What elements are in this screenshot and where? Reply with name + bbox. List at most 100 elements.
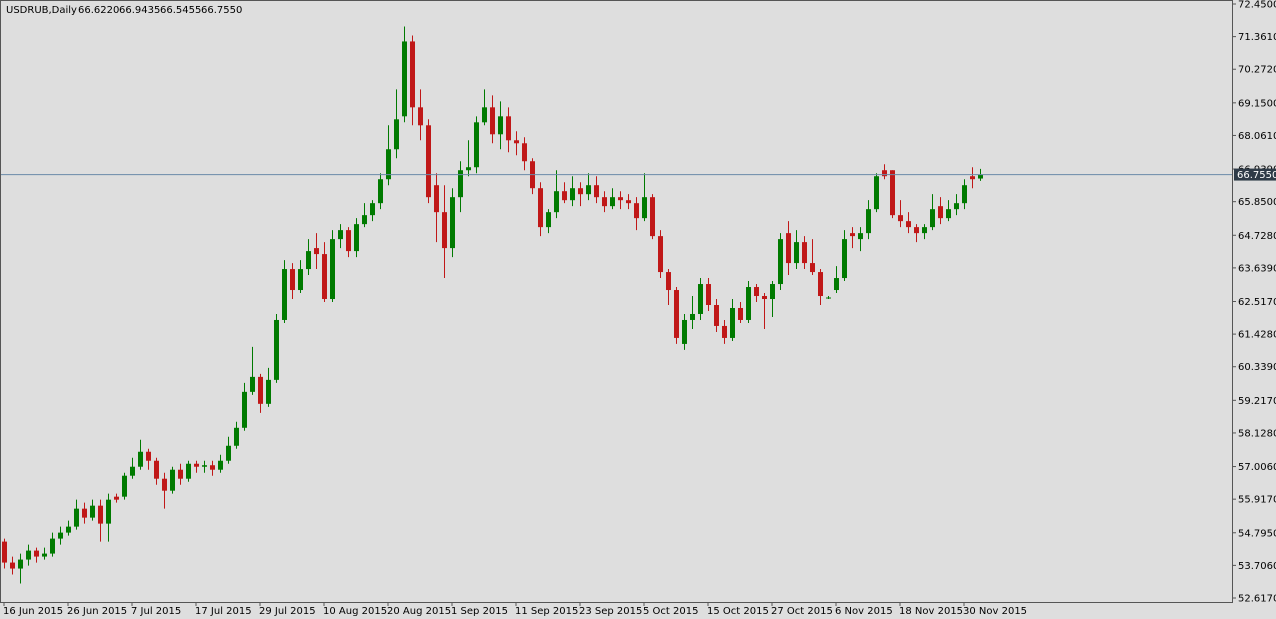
y-tick-label: 64.7280 [1238, 231, 1276, 242]
candle-body [226, 445, 231, 461]
candle-body [674, 290, 679, 338]
candle-body [834, 278, 839, 291]
x-tick-label: 11 Sep 2015 [515, 606, 578, 617]
candle-body [98, 505, 103, 524]
candle-body [170, 469, 175, 491]
candle-body [42, 553, 47, 557]
candle-body [810, 263, 815, 273]
y-tick-label: 71.3610 [1238, 32, 1276, 43]
candle-body [18, 559, 23, 569]
candle-body [658, 236, 663, 273]
chart-title: USDRUB,Daily [6, 5, 77, 16]
candle-body [506, 116, 511, 141]
candle-body [490, 107, 495, 135]
candle-body [842, 239, 847, 279]
candle-body [754, 287, 759, 297]
candle-body [434, 185, 439, 213]
y-tick-label: 53.7060 [1238, 561, 1276, 572]
candle-body [2, 541, 7, 563]
candle-body [650, 197, 655, 237]
candle-body [298, 269, 303, 291]
candle-body [386, 149, 391, 180]
candle-body [122, 475, 127, 497]
candle-body [466, 167, 471, 171]
candle-body [946, 209, 951, 219]
candle-body [418, 107, 423, 126]
candle-body [546, 212, 551, 228]
candle-body [474, 122, 479, 168]
candle-body [970, 176, 975, 180]
header-value: 66.5455 [160, 5, 201, 16]
y-tick-label: 62.5170 [1238, 297, 1276, 308]
y-tick-label: 55.9170 [1238, 495, 1276, 506]
candle-body [482, 107, 487, 123]
y-tick-label: 72.4500 [1238, 0, 1276, 11]
x-tick-label: 20 Aug 2015 [387, 606, 451, 617]
candle-body [338, 230, 343, 240]
candle-body [538, 188, 543, 228]
candle-body [146, 451, 151, 461]
candle-body [602, 197, 607, 207]
candle-body [58, 532, 63, 539]
y-tick-label: 60.3390 [1238, 362, 1276, 373]
candle-body [730, 307, 735, 338]
header-value: 66.9435 [119, 5, 160, 16]
candle-body [586, 185, 591, 195]
x-tick-label: 5 Oct 2015 [643, 606, 698, 617]
candle-body [922, 227, 927, 234]
candle-body [594, 185, 599, 198]
candle-body [642, 197, 647, 219]
candle-body [570, 188, 575, 201]
y-tick-label: 63.6390 [1238, 263, 1276, 274]
candle-body [330, 239, 335, 300]
x-tick-label: 17 Jul 2015 [195, 606, 252, 617]
candle-body [698, 284, 703, 314]
candle-body [186, 463, 191, 479]
candle-body [874, 176, 879, 210]
candle-body [266, 379, 271, 404]
y-tick-label: 69.1500 [1238, 98, 1276, 109]
candle-body [250, 376, 255, 392]
candle-body [10, 562, 15, 569]
candle-body [410, 41, 415, 108]
x-tick-label: 27 Oct 2015 [771, 606, 833, 617]
candle-body [258, 376, 263, 404]
candle-body [138, 451, 143, 467]
candle-body [906, 221, 911, 228]
candle-body [370, 203, 375, 216]
candle-body [378, 179, 383, 204]
candle-body [954, 203, 959, 210]
y-tick-label: 70.2720 [1238, 65, 1276, 76]
header-value: 66.6220 [78, 5, 119, 16]
candle-body [66, 526, 71, 533]
candle-body [818, 272, 823, 297]
candle-body [738, 307, 743, 320]
y-tick-label: 65.8500 [1238, 197, 1276, 208]
candle-body [234, 427, 239, 446]
y-tick-label: 58.1280 [1238, 428, 1276, 439]
price-label: 66.7550 [1237, 170, 1276, 181]
candle-body [610, 197, 615, 207]
candle-body [282, 269, 287, 320]
candle-body [218, 460, 223, 470]
candle-body [866, 209, 871, 234]
candle-body [690, 313, 695, 320]
plot-frame [0, 0, 1233, 603]
candle-body [362, 215, 367, 225]
candle-body [154, 460, 159, 479]
candle-body [498, 116, 503, 135]
candle-body [442, 212, 447, 249]
y-tick-label: 57.0060 [1238, 462, 1276, 473]
candle-body [762, 296, 767, 300]
candle-body [706, 284, 711, 305]
candle-body [898, 215, 903, 222]
x-tick-label: 23 Sep 2015 [579, 606, 642, 617]
candle-body [858, 233, 863, 240]
candle-body [130, 466, 135, 476]
candle-body [978, 174, 983, 179]
candle-body [290, 269, 295, 291]
candle-body [714, 304, 719, 326]
candle-body [106, 499, 111, 524]
y-tick-label: 54.7950 [1238, 528, 1276, 539]
